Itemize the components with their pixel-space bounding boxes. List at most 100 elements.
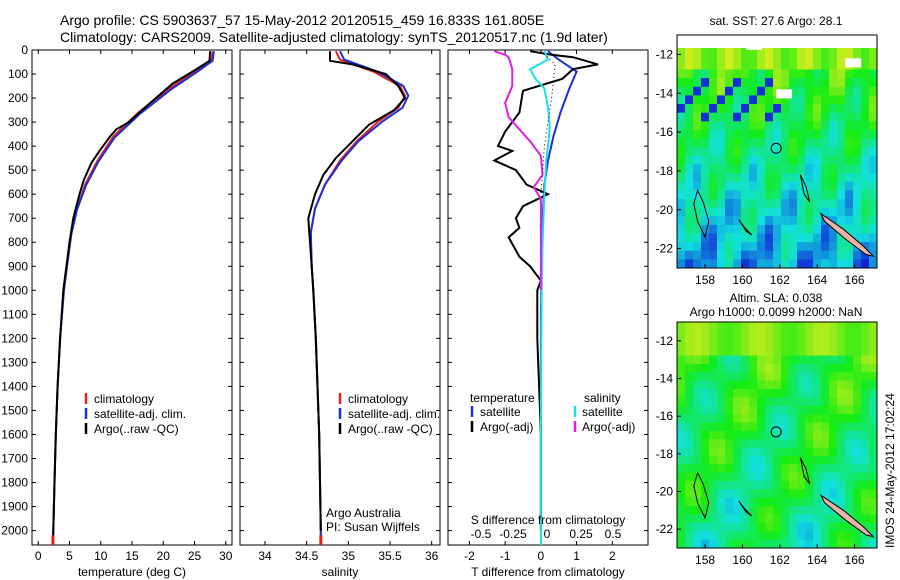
map-cell <box>685 259 694 268</box>
map-cell <box>773 338 782 348</box>
map-cell <box>717 539 726 548</box>
map-cell <box>685 233 694 243</box>
map-cell <box>701 207 710 217</box>
island-outline <box>819 493 875 538</box>
map-cell <box>765 121 774 131</box>
map-cell <box>685 405 694 415</box>
missing-data-patch <box>776 89 793 99</box>
map-cell <box>821 338 830 348</box>
map-cell <box>861 405 870 415</box>
map-cell <box>701 347 710 357</box>
map-cell <box>757 233 766 243</box>
map-cell <box>789 389 798 398</box>
figure-title-line1: Argo profile: CS 5903637_57 15-May-2012 … <box>60 12 545 28</box>
map-cell <box>709 147 718 157</box>
map-cell <box>797 181 806 191</box>
map-cell <box>717 78 726 88</box>
map-cell <box>821 481 830 490</box>
map-cell <box>837 322 846 331</box>
map-cell <box>805 190 814 200</box>
map-cell <box>845 199 854 209</box>
map-cell <box>805 78 814 88</box>
map-cell <box>685 242 694 252</box>
map-cell <box>685 35 694 44</box>
map-cell <box>837 173 846 183</box>
map-cell <box>709 224 718 235</box>
map-cell <box>821 414 830 424</box>
map-cell <box>797 430 806 440</box>
map-cell <box>869 48 877 53</box>
map-cell <box>773 224 782 235</box>
map-cell <box>717 138 726 148</box>
map-cell <box>837 472 846 482</box>
map-cell <box>757 338 766 348</box>
map-cell <box>789 422 798 432</box>
map-cell <box>757 60 766 71</box>
map-cell <box>837 138 846 148</box>
map-cell <box>845 539 854 548</box>
map-cell <box>829 414 838 424</box>
map-cell <box>853 181 862 191</box>
map-cell <box>813 181 822 191</box>
map-cell <box>845 190 854 200</box>
series-line-zero-reference <box>540 50 556 195</box>
map-cell <box>733 155 742 165</box>
map-cell <box>845 78 854 88</box>
map-cell <box>741 207 750 217</box>
map-cell <box>717 347 726 357</box>
map-cell <box>741 481 750 490</box>
map-cell <box>693 397 702 407</box>
map-cell <box>733 347 742 357</box>
map-cell <box>869 259 877 268</box>
map-cell <box>789 60 798 71</box>
map-cell <box>813 52 822 62</box>
map-cell <box>749 389 758 398</box>
map-cell <box>789 129 798 140</box>
map-cell <box>845 330 854 340</box>
map-cell <box>717 430 726 440</box>
map-cell <box>837 539 846 548</box>
map-cell <box>693 531 702 541</box>
map-cell <box>725 338 734 348</box>
map-cell <box>685 190 694 200</box>
map-cell <box>797 472 806 482</box>
map-cell <box>685 52 694 62</box>
map-cell <box>805 422 814 432</box>
map-cell <box>749 147 758 157</box>
map-cell <box>709 86 718 96</box>
argo-location-marker <box>770 142 782 154</box>
legend-entry: climatology <box>94 392 154 406</box>
map-cell <box>733 397 742 407</box>
difference-profile-xlabel: T difference from climatology <box>471 565 625 579</box>
map-cell <box>797 95 806 105</box>
map-cell <box>709 397 718 407</box>
map-cell <box>709 78 718 88</box>
map-cell <box>805 147 814 157</box>
map-cell <box>685 389 694 398</box>
map-cell <box>749 455 758 465</box>
map-cell <box>805 60 814 71</box>
map-cell <box>781 372 790 382</box>
map-cell <box>741 181 750 191</box>
map-cell <box>773 405 782 415</box>
map-cell <box>709 207 718 217</box>
map-cell <box>853 190 862 200</box>
map-cell <box>813 414 822 424</box>
map-cell <box>765 347 774 357</box>
map-cell <box>837 405 846 415</box>
map-cell <box>757 330 766 340</box>
sla-map-title-line2: Argo h1000: 0.0099 h2000: NaN <box>690 305 863 319</box>
y-tick-label: -14 <box>656 86 674 100</box>
map-cell <box>789 207 798 217</box>
map-cell <box>677 95 686 105</box>
map-cell <box>797 233 806 243</box>
map-cell <box>789 414 798 424</box>
map-cell <box>789 522 798 532</box>
map-cell <box>725 129 734 140</box>
map-cell <box>741 455 750 465</box>
map-cell <box>765 380 774 390</box>
map-cell <box>829 439 838 449</box>
map-cell <box>749 514 758 524</box>
map-cell <box>805 363 814 373</box>
map-cell <box>677 439 686 449</box>
